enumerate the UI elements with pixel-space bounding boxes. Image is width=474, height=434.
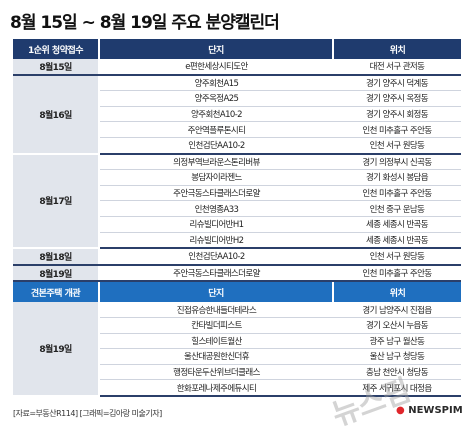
complex-cell: 주안극동스타클래스더로얄 [99, 264, 333, 283]
table-row: 8월16일 양주회천A15 경기 양주시 덕계동 [13, 74, 461, 155]
calendar-table-wrap: 1순위 청약접수 단지 위치 8월15일 e편한세상시티도안 대전 서구 관저동 8월16일… [13, 39, 461, 397]
table-row: 8월17일 의정부역브라운스톤리버뷰 경기 의정부시 신곡동 [13, 153, 461, 250]
newspim-logo: ● NEWSPIM [396, 405, 463, 416]
complex-cell: 인천영종A33 [99, 200, 333, 217]
table-row: 8월15일 e편한세상시티도안 대전 서구 관저동 [13, 59, 461, 76]
source-credit: [자료=부동산R114] [그래픽=김아랑 미술기자] [13, 409, 162, 418]
section1-header-complex: 단지 [98, 39, 333, 59]
complex-cell: 칸타빌더피스트 [99, 317, 333, 334]
location-cell: 인천 미추홀구 주안동 [333, 264, 461, 283]
table-row: 8월18일 인천검단AA10-2 인천 서구 원당동 [13, 248, 461, 266]
table-row: 주안역플루톤시티 인천 미추홀구 주안동 [13, 121, 461, 138]
table-row: 리슈빌디어반H1 세종 세종시 반곡동 [13, 216, 461, 233]
table-row: 8월19일 진접유승한내들더테라스 경기 남양주시 진접읍 [13, 302, 461, 397]
table-row: 양주옥정A25 경기 양주시 옥정동 [13, 90, 461, 107]
section2-header-complex: 단지 [98, 281, 333, 303]
page-title: 8월 15일 ~ 8월 19일 주요 분양캘린더 [10, 13, 280, 33]
logo-text: NEWSPIM [408, 405, 463, 416]
complex-cell: 인천검단AA10-2 [99, 137, 333, 155]
complex-cell: 주안역플루톤시티 [99, 121, 333, 138]
table-row: 8월19일 주안극동스타클래스더로얄 인천 미추홀구 주안동 [13, 264, 461, 283]
table-row: 봉담자이라젠느 경기 화성시 봉담읍 [13, 169, 461, 186]
complex-cell: 인천검단AA10-2 [99, 248, 333, 266]
complex-cell: 진접유승한내들더테라스 [99, 302, 333, 318]
calendar-table: 1순위 청약접수 단지 위치 8월15일 e편한세상시티도안 대전 서구 관저동 8월16일… [13, 39, 461, 397]
section1-header-date: 1순위 청약접수 [13, 39, 99, 59]
complex-cell: 한화포레나제주에듀시티 [99, 379, 333, 397]
complex-cell: 힐스테이트월산 [99, 333, 333, 350]
location-cell: 경기 양주시 회정동 [333, 106, 461, 123]
complex-cell: 봉담자이라젠느 [99, 169, 333, 186]
location-cell: 경기 의정부시 신곡동 [333, 153, 461, 171]
section2-header-location: 위치 [332, 281, 461, 303]
location-cell: 대전 서구 관저동 [333, 59, 461, 76]
location-cell: 세종 세종시 반곡동 [333, 232, 461, 250]
section1-header-row: 1순위 청약접수 단지 위치 [13, 39, 461, 59]
location-cell: 충남 천안시 청당동 [333, 364, 461, 381]
location-cell: 제주 서귀포시 대정읍 [333, 379, 461, 397]
logo-dot-icon: ● [396, 405, 405, 416]
date-cell: 8월15일 [13, 59, 100, 76]
location-cell: 인천 중구 운남동 [333, 200, 461, 217]
section2-header-row: 견본주택 개관 단지 위치 [13, 281, 461, 303]
location-cell: 경기 오산시 누읍동 [333, 317, 461, 334]
location-cell: 울산 남구 청당동 [333, 348, 461, 365]
date-cell: 8월19일 [13, 302, 100, 397]
complex-cell: 행정타운두산위브더클래스 [99, 364, 333, 381]
location-cell: 인천 서구 원당동 [333, 248, 461, 266]
table-row: 리슈빌디어반H2 세종 세종시 반곡동 [13, 232, 461, 250]
location-cell: 경기 남양주시 진접읍 [333, 302, 461, 318]
location-cell: 경기 양주시 덕계동 [333, 74, 461, 92]
table-row: 힐스테이트월산 광주 남구 월산동 [13, 333, 461, 350]
table-row: 주안극동스타클래스더로얄 인천 미추홀구 주안동 [13, 185, 461, 202]
table-row: 울산대공원한신더휴 울산 남구 청당동 [13, 348, 461, 365]
complex-cell: 울산대공원한신더휴 [99, 348, 333, 365]
complex-cell: 양주회천A10-2 [99, 106, 333, 123]
date-cell: 8월19일 [13, 264, 100, 283]
location-cell: 인천 미추홀구 주안동 [333, 121, 461, 138]
complex-cell: 리슈빌디어반H1 [99, 216, 333, 233]
location-cell: 세종 세종시 반곡동 [333, 216, 461, 233]
table-row: 인천영종A33 인천 중구 운남동 [13, 200, 461, 217]
location-cell: 인천 서구 원당동 [333, 137, 461, 155]
location-cell: 인천 미추홀구 주안동 [333, 185, 461, 202]
location-cell: 경기 화성시 봉담읍 [333, 169, 461, 186]
table-row: 행정타운두산위브더클래스 충남 천안시 청당동 [13, 364, 461, 381]
date-cell: 8월16일 [13, 74, 100, 155]
table-row: 인천검단AA10-2 인천 서구 원당동 [13, 137, 461, 155]
section1-header-location: 위치 [332, 39, 461, 59]
date-cell: 8월17일 [13, 153, 100, 250]
table-row: 칸타빌더피스트 경기 오산시 누읍동 [13, 317, 461, 334]
section2-header-date: 견본주택 개관 [13, 281, 99, 303]
complex-cell: 양주옥정A25 [99, 90, 333, 107]
date-cell: 8월18일 [13, 248, 100, 266]
location-cell: 광주 남구 월산동 [333, 333, 461, 350]
table-row: 양주회천A10-2 경기 양주시 회정동 [13, 106, 461, 123]
complex-cell: 주안극동스타클래스더로얄 [99, 185, 333, 202]
location-cell: 경기 양주시 옥정동 [333, 90, 461, 107]
complex-cell: 양주회천A15 [99, 74, 333, 92]
complex-cell: 리슈빌디어반H2 [99, 232, 333, 250]
complex-cell: 의정부역브라운스톤리버뷰 [99, 153, 333, 171]
complex-cell: e편한세상시티도안 [99, 59, 333, 76]
table-row: 한화포레나제주에듀시티 제주 서귀포시 대정읍 [13, 379, 461, 397]
